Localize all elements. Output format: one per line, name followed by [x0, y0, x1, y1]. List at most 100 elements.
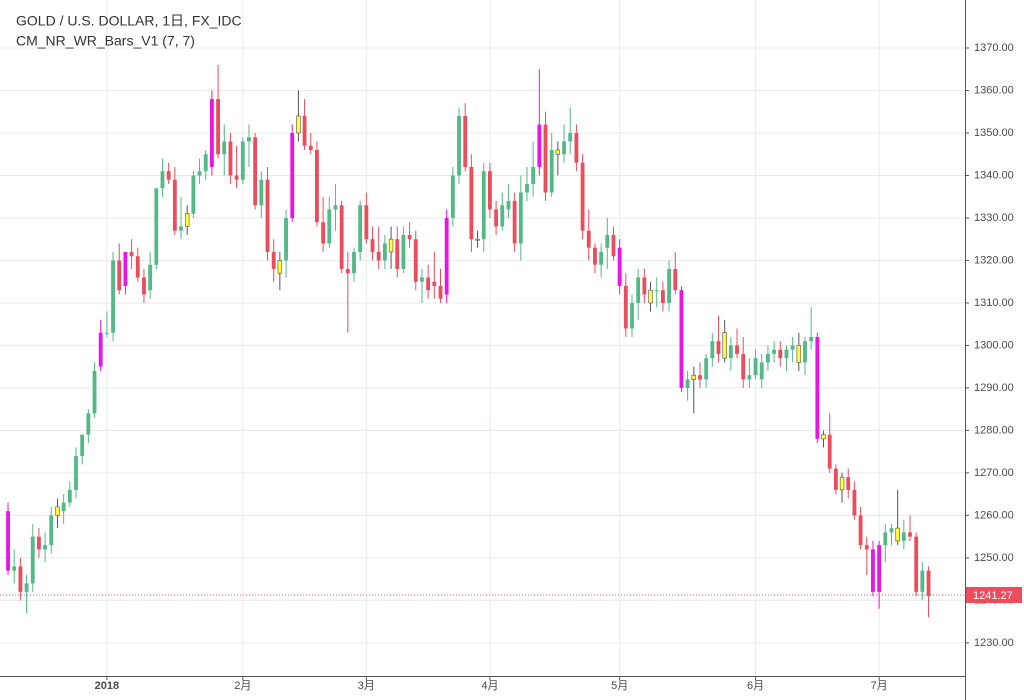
candle-body	[284, 217, 288, 261]
y-tick-label: 1280.00	[974, 424, 1014, 436]
candle-body	[704, 358, 709, 380]
y-tick-label: 1290.00	[974, 382, 1014, 394]
candle-body	[735, 345, 739, 354]
candle-body	[86, 413, 91, 435]
candle-body	[506, 200, 511, 210]
candle-body	[160, 171, 165, 189]
candle-body	[234, 175, 239, 180]
candle-body	[741, 353, 746, 380]
candle-body	[864, 545, 869, 550]
candle-body	[871, 549, 875, 592]
candle-body	[166, 171, 171, 180]
candle-body	[531, 166, 536, 184]
candle-body	[376, 251, 381, 261]
axis-labels: 1230.001240.001250.001260.001270.001280.…	[95, 42, 1022, 692]
candle-body	[920, 570, 925, 592]
candle-body	[327, 209, 332, 244]
candle-body	[512, 200, 517, 244]
candle-body	[43, 545, 48, 550]
candle-body	[104, 332, 109, 334]
candle-body	[135, 256, 140, 278]
candle-body	[747, 375, 752, 380]
candle-body	[494, 209, 499, 227]
candle-body	[315, 149, 319, 223]
candle-body	[846, 477, 851, 490]
y-tick-label: 1270.00	[974, 467, 1014, 479]
candle-body	[790, 345, 795, 350]
candle-body	[889, 528, 894, 533]
candle-body	[839, 476, 845, 491]
candle-body	[426, 277, 431, 291]
candle-body	[475, 238, 480, 241]
candle-body	[549, 149, 554, 193]
y-tick-label: 1330.00	[974, 212, 1014, 224]
candle-body	[803, 341, 807, 363]
candle-body	[679, 290, 684, 388]
candle-body	[172, 179, 177, 231]
y-tick-label: 1370.00	[974, 42, 1014, 54]
candle-body	[395, 239, 400, 269]
candle-body	[617, 247, 622, 286]
candle-body	[444, 217, 449, 295]
candle-body	[469, 166, 474, 240]
candle-body	[382, 243, 387, 261]
candle-body	[203, 154, 208, 172]
y-tick-label: 1230.00	[974, 637, 1014, 649]
candles	[0, 65, 965, 618]
candle-body	[277, 260, 283, 274]
candle-body	[450, 175, 455, 218]
candle-body	[463, 115, 468, 167]
x-tick-label: 2月	[234, 680, 251, 692]
candle-body	[296, 115, 301, 134]
candle-body	[247, 137, 251, 142]
candle-body	[525, 183, 529, 193]
y-tick-label: 1310.00	[974, 297, 1014, 309]
candle-body	[240, 141, 245, 180]
candle-body	[722, 332, 727, 359]
candle-body	[568, 132, 573, 142]
candle-body	[117, 260, 122, 291]
candle-body	[667, 268, 671, 303]
candle-body	[901, 532, 906, 541]
candle-body	[914, 536, 919, 592]
candle-body	[772, 349, 777, 354]
candle-body	[778, 349, 783, 359]
last-price-box	[966, 586, 1022, 603]
candle-body	[586, 230, 591, 248]
candle-body	[18, 566, 23, 592]
candle-body	[271, 251, 276, 269]
candle-body	[129, 251, 134, 257]
candle-body	[370, 239, 375, 252]
x-tick-label: 6月	[747, 680, 764, 692]
candle-body	[500, 205, 505, 227]
candle-body	[796, 345, 802, 363]
candle-body	[222, 141, 227, 155]
candle-body	[827, 434, 832, 469]
candle-body	[420, 277, 424, 282]
candle-body	[673, 268, 678, 291]
candle-body	[809, 336, 814, 342]
x-tick-label: 7月	[871, 680, 888, 692]
y-tick-label: 1340.00	[974, 169, 1014, 181]
candle-body	[815, 336, 820, 439]
candle-body	[333, 205, 338, 210]
candle-body	[630, 302, 634, 329]
last-price-label: 1241.27	[973, 590, 1013, 602]
candle-body	[74, 455, 78, 490]
candle-body	[636, 277, 641, 303]
candle-body	[908, 532, 912, 537]
candle-body	[537, 124, 542, 167]
candle-body	[37, 536, 41, 550]
candle-body	[654, 290, 659, 292]
candle-body	[148, 264, 153, 291]
candle-body	[111, 260, 115, 333]
candle-body	[179, 226, 183, 231]
candle-body	[55, 506, 60, 516]
x-tick-label: 4月	[481, 680, 498, 692]
candle-body	[611, 234, 616, 257]
candle-body	[24, 583, 29, 592]
candle-body	[12, 566, 17, 571]
candle-body	[753, 358, 758, 376]
candle-body	[487, 171, 492, 210]
